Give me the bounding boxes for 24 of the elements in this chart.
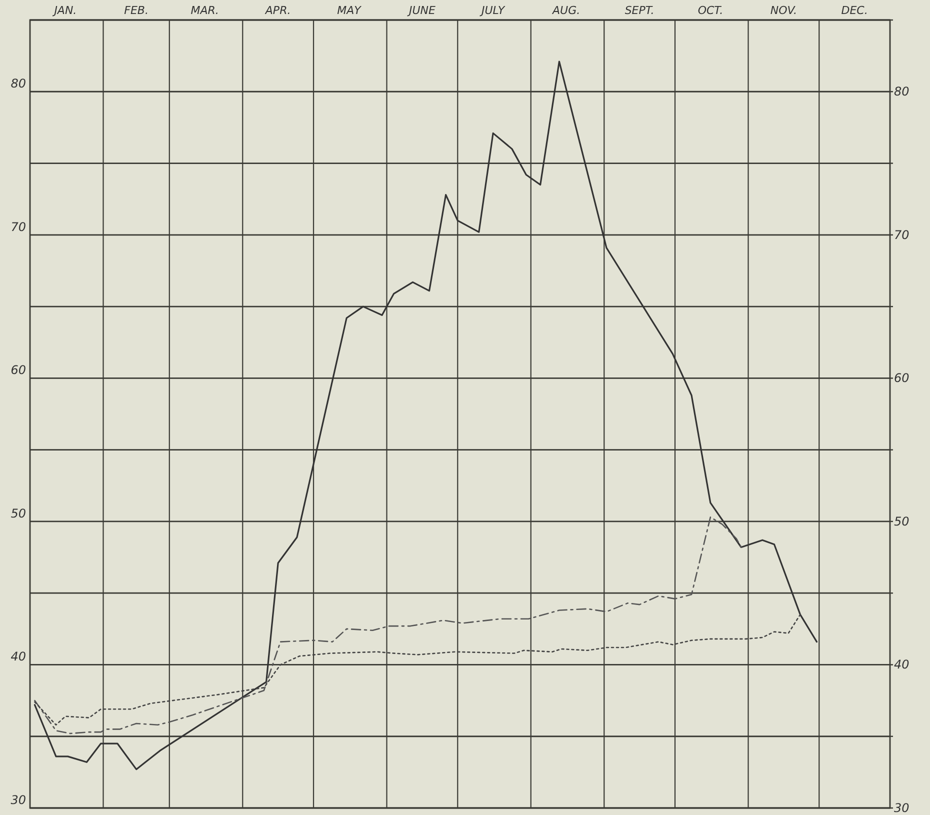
y-tick-label: 80 xyxy=(10,76,26,91)
y2-tick-label: 50 xyxy=(894,514,910,528)
y2-tick-label: 70 xyxy=(894,228,910,242)
y-tick-label: 30 xyxy=(10,793,26,807)
x-tick-label: AUG. xyxy=(552,4,580,17)
y2-tick-label: 40 xyxy=(894,658,910,672)
x-tick-label: OCT. xyxy=(698,4,724,17)
y-tick-label: 50 xyxy=(10,506,26,520)
y-tick-label: 70 xyxy=(10,220,26,234)
x-tick-label: JULY xyxy=(480,4,506,17)
x-tick-label: JAN. xyxy=(52,4,77,17)
y2-tick-label: 60 xyxy=(894,371,910,386)
y-tick-label: 60 xyxy=(10,363,26,378)
x-tick-label: NOV. xyxy=(770,4,798,17)
x-tick-label: SEPT. xyxy=(624,4,654,17)
x-tick-label: APR. xyxy=(264,4,291,17)
x-tick-label: MAR. xyxy=(190,4,219,17)
y2-tick-label: 80 xyxy=(894,84,910,99)
y-tick-label: 40 xyxy=(10,650,26,664)
x-tick-label: JUNE xyxy=(406,4,436,17)
x-tick-label: FEB. xyxy=(124,4,148,17)
x-tick-label: MAY xyxy=(337,4,362,17)
y2-tick-label: 30 xyxy=(894,801,910,815)
x-tick-label: DEC. xyxy=(841,4,868,17)
